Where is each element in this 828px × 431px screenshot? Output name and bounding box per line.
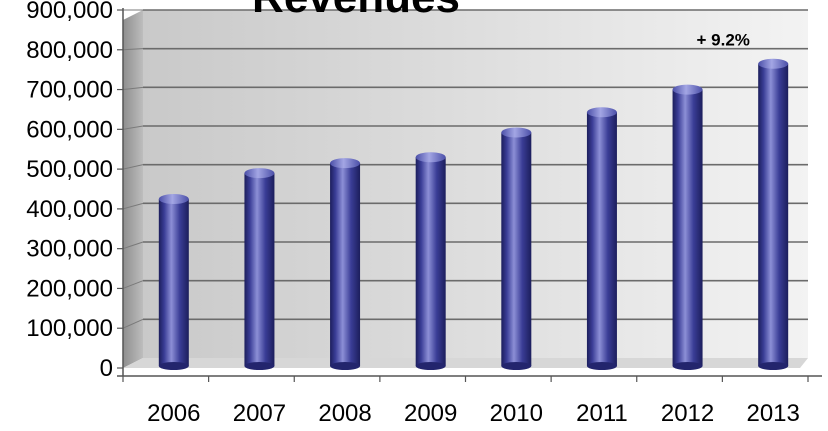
x-tick-label: 2013 xyxy=(746,400,799,427)
bar-body xyxy=(158,198,189,366)
gridline-side xyxy=(122,280,144,289)
bar-2013 xyxy=(758,58,789,370)
x-tick-label: 2011 xyxy=(576,400,628,427)
bar-body xyxy=(415,157,446,366)
gridline-side xyxy=(122,86,144,91)
bar-2012 xyxy=(672,84,703,370)
gridline-side xyxy=(122,125,144,130)
growth-annotation: + 9.2% xyxy=(696,31,749,50)
axes xyxy=(117,8,822,382)
bar-base xyxy=(501,362,532,370)
y-tick-label: 500,000 xyxy=(26,156,113,183)
bar-cap xyxy=(330,158,361,169)
y-tick-label: 700,000 xyxy=(26,77,113,104)
plot-area xyxy=(123,10,808,368)
gridline-side xyxy=(122,241,144,250)
y-tick-label: 200,000 xyxy=(26,275,113,302)
bar-body xyxy=(330,163,361,366)
bar-base xyxy=(672,362,703,370)
bar-2008 xyxy=(330,158,361,370)
bar-cap xyxy=(244,168,275,179)
x-tick-label: 2006 xyxy=(147,400,200,427)
gridline-side xyxy=(122,202,144,210)
bar-body xyxy=(501,132,532,366)
bar-body xyxy=(244,173,275,366)
bar-base xyxy=(330,362,361,370)
bar-body xyxy=(672,89,703,366)
bar-body xyxy=(586,112,617,366)
bar-base xyxy=(586,362,617,370)
x-tick-label: 2012 xyxy=(661,400,714,427)
gridline-side xyxy=(122,48,144,51)
gridline-side xyxy=(122,318,144,329)
bar-cap xyxy=(758,58,789,69)
bar-2007 xyxy=(244,168,275,370)
bar-base xyxy=(158,362,189,370)
x-tick-label: 2007 xyxy=(233,400,286,427)
bar-2009 xyxy=(415,152,446,370)
y-tick-label: 300,000 xyxy=(26,236,113,263)
y-tick-label: 900,000 xyxy=(26,0,113,24)
y-tick-label: 800,000 xyxy=(26,37,113,64)
gridline-side xyxy=(122,164,144,170)
y-axis-tick-labels: 0 100,000 200,000 300,000 400,000 500,000 600,… xyxy=(26,0,113,382)
bar-2006 xyxy=(158,193,189,370)
x-tick-label: 2010 xyxy=(490,400,543,427)
x-tick-label: 2009 xyxy=(404,400,457,427)
y-tick-label: 600,000 xyxy=(26,116,113,143)
bar-base xyxy=(758,362,789,370)
bar-cap xyxy=(586,107,617,118)
y-tick-label: 100,000 xyxy=(26,315,113,342)
plot-floor xyxy=(123,358,808,368)
chart-title: Revenues xyxy=(252,0,460,22)
bars xyxy=(158,58,789,370)
bar-2011 xyxy=(586,107,617,370)
y-tick-label: 400,000 xyxy=(26,196,113,223)
x-axis-tick-labels: 2006 2007 2008 2009 2010 2011 2012 2013 xyxy=(147,400,800,427)
bar-body xyxy=(758,63,789,366)
annotations: + 9.2% xyxy=(696,31,749,50)
bar-base xyxy=(244,362,275,370)
bar-cap xyxy=(415,152,446,163)
bar-2010 xyxy=(501,127,532,370)
bar-base xyxy=(415,362,446,370)
bar-cap xyxy=(672,84,703,95)
plot-side-wall xyxy=(123,10,143,368)
bar-cap xyxy=(158,193,189,204)
plot-back-wall xyxy=(143,10,808,358)
x-tick-label: 2008 xyxy=(318,400,371,427)
bar-cap xyxy=(501,127,532,138)
y-tick-label: 0 xyxy=(100,355,113,382)
